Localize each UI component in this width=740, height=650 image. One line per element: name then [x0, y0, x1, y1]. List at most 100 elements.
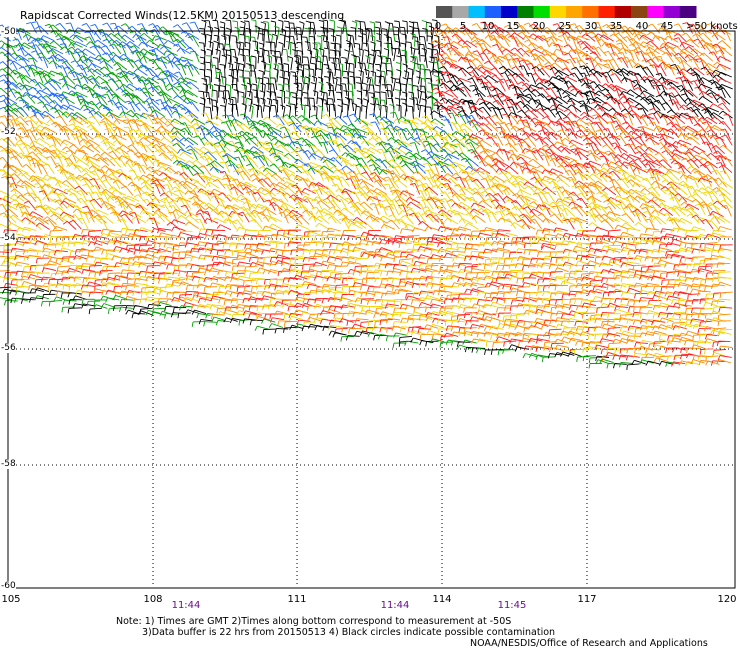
wind-barb [164, 130, 174, 140]
wind-barb [50, 119, 61, 127]
wind-barb [281, 43, 284, 56]
wind-barb-flag [264, 172, 269, 177]
wind-barb-flag [147, 106, 153, 109]
wind-barb-flag [258, 165, 264, 170]
wind-barb [328, 84, 332, 96]
wind-barb-flag [283, 143, 289, 147]
wind-barb-flag [367, 321, 370, 327]
wind-barb-flag [197, 172, 203, 176]
wind-barb-flag [167, 150, 173, 154]
wind-barb-flag [316, 200, 321, 205]
wind-barb-flag [269, 317, 273, 323]
wind-barb [141, 41, 153, 49]
wind-barb [141, 51, 147, 63]
wind-barb [323, 284, 336, 287]
wind-barb-flag [172, 208, 177, 214]
wind-barb [106, 73, 116, 84]
wind-barb-flag [228, 97, 234, 101]
wind-barb-flag [18, 58, 24, 61]
wind-barb-flag [267, 33, 273, 36]
wind-barb-flag [145, 134, 150, 140]
wind-barb-flag [302, 178, 308, 181]
wind-barb [70, 188, 82, 196]
wind-barb-flag [352, 128, 356, 133]
wind-barb-flag [86, 144, 91, 149]
wind-barb-flag [70, 214, 76, 218]
wind-barb [61, 169, 69, 180]
wind-barb [103, 228, 116, 232]
wind-barb [32, 58, 38, 70]
wind-barb-flag [254, 49, 260, 52]
wind-barb [270, 126, 282, 133]
wind-barb [262, 92, 265, 105]
wind-barb-flag [9, 60, 15, 65]
wind-barb [53, 40, 64, 50]
wind-barb-flag [284, 35, 290, 38]
wind-barb [277, 290, 290, 293]
wind-barb-flag [221, 183, 227, 186]
wind-barb-flag [46, 134, 52, 136]
wind-barb [61, 247, 74, 252]
wind-barb-flag [358, 48, 364, 51]
wind-barb-flag [67, 69, 73, 74]
wind-barb-flag [125, 245, 128, 251]
wind-barb-flag [94, 280, 96, 286]
wind-barb-flag [15, 43, 20, 48]
wind-barb [160, 232, 173, 237]
wind-barb-flag [291, 197, 297, 200]
wind-barb-flag [258, 55, 264, 58]
wind-barb-flag [184, 62, 189, 67]
wind-barb-flag [362, 127, 368, 131]
wind-barb [310, 126, 323, 133]
colorbar-swatch [452, 6, 469, 18]
wind-barb-flag [349, 128, 355, 132]
wind-barb-flag [165, 298, 169, 304]
wind-barb [103, 282, 116, 286]
wind-barb-flag [361, 105, 367, 108]
wind-barb [4, 42, 16, 48]
wind-barb-flag [225, 205, 231, 209]
wind-barb-flag [376, 103, 382, 106]
wind-barb-flag [146, 265, 148, 271]
wind-barb-flag [164, 306, 167, 312]
wind-barb [332, 206, 342, 216]
wind-barb [390, 43, 393, 56]
wind-barb [81, 72, 89, 84]
wind-barb [284, 134, 297, 141]
wind-barb [323, 260, 336, 265]
wind-barb-flag [10, 298, 13, 304]
wind-barb-flag [261, 60, 267, 64]
wind-barb-flag [325, 122, 331, 125]
wind-barb [309, 51, 313, 64]
wind-barb [76, 267, 89, 272]
wind-barb-flag [223, 300, 226, 306]
wind-barb-flag [81, 168, 87, 173]
wind-barb-flag [134, 272, 136, 278]
wind-barb [32, 126, 44, 133]
wind-barb [11, 176, 18, 189]
wind-barb [115, 294, 128, 300]
wind-barb-flag [101, 33, 107, 37]
wind-barb [367, 234, 380, 237]
wind-barb-flag [272, 33, 278, 37]
wind-barb [385, 106, 388, 119]
wind-barb [138, 129, 147, 140]
wind-barb [371, 159, 381, 168]
wind-barb-flag [273, 301, 278, 307]
wind-barb-flag [88, 241, 92, 247]
wind-barb-flag [321, 231, 323, 237]
wind-barb [323, 142, 329, 154]
wind-barb-flag [132, 113, 137, 118]
wind-barb [30, 120, 36, 133]
wind-barb-flag [237, 275, 241, 281]
wind-barb-flag [211, 150, 217, 154]
wind-barb [313, 69, 315, 82]
wind-barb-flag [246, 120, 253, 123]
wind-barb [33, 145, 43, 155]
wind-barb-flag [340, 125, 344, 130]
wind-barb-flag [283, 321, 286, 327]
wind-barb-flag [291, 184, 297, 187]
wind-barb-flag [326, 194, 331, 199]
wind-barb [315, 317, 328, 321]
wind-barb-flag [49, 237, 52, 243]
